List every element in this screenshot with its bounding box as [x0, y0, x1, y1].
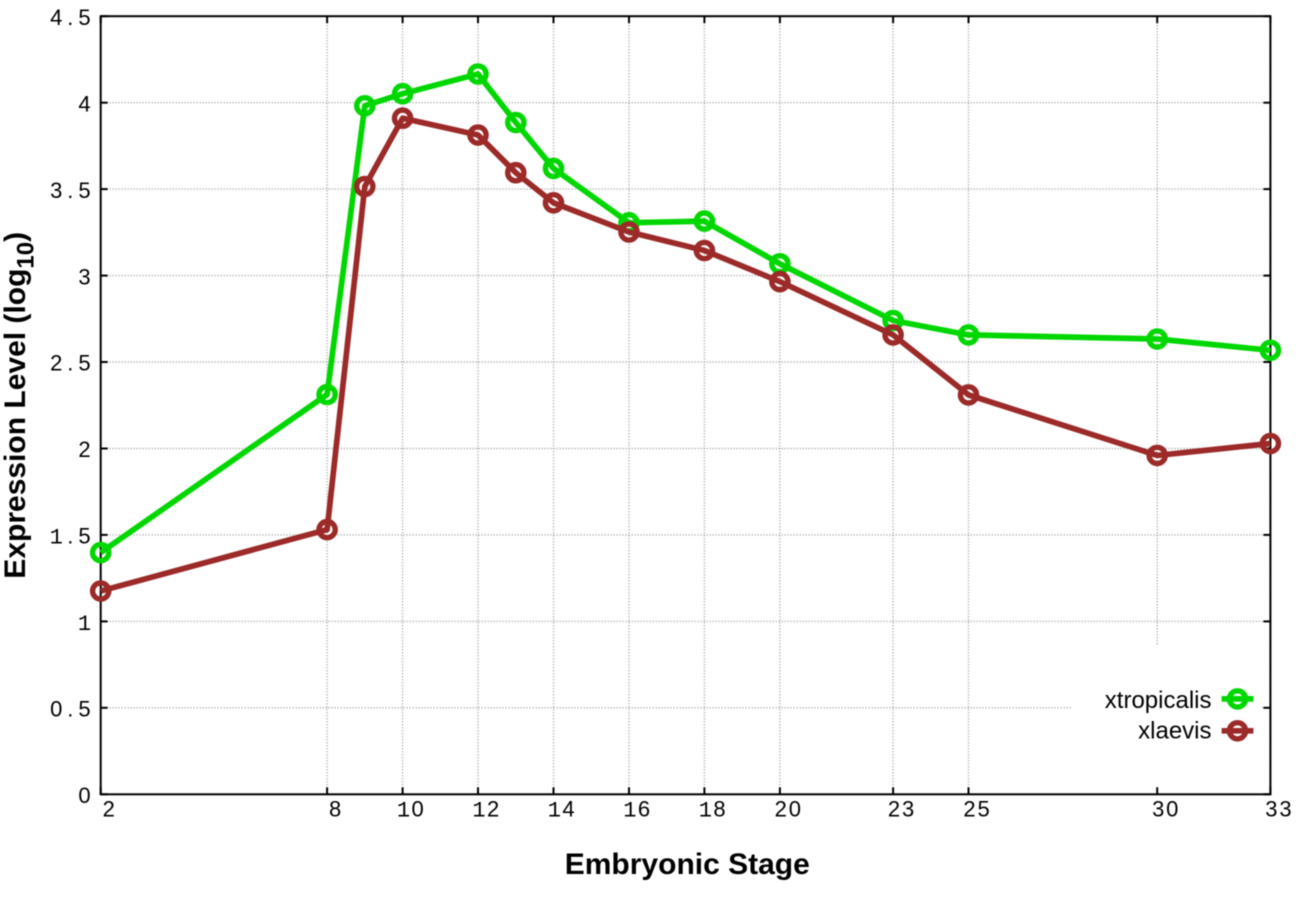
svg-text:.: .	[67, 697, 73, 722]
svg-text:2: 2	[78, 437, 90, 462]
svg-text:.: .	[67, 5, 73, 30]
svg-text:3: 3	[1152, 797, 1164, 822]
svg-text:1: 1	[623, 799, 636, 824]
svg-text:1: 1	[78, 612, 91, 637]
svg-text:5: 5	[78, 697, 90, 722]
svg-text:4: 4	[78, 91, 90, 116]
svg-text:2: 2	[487, 797, 499, 822]
svg-text:3: 3	[902, 797, 914, 822]
svg-text:5: 5	[78, 5, 90, 30]
svg-text:3: 3	[50, 178, 62, 203]
svg-text:0: 0	[789, 797, 801, 822]
svg-text:1: 1	[548, 799, 561, 824]
svg-text:5: 5	[78, 524, 90, 549]
svg-text:2: 2	[103, 797, 115, 822]
svg-text:5: 5	[78, 178, 90, 203]
svg-text:3: 3	[1279, 797, 1291, 822]
svg-text:5: 5	[977, 797, 989, 822]
svg-text:2: 2	[963, 797, 975, 822]
svg-text:8: 8	[713, 797, 725, 822]
svg-text:4: 4	[50, 5, 62, 30]
svg-text:1: 1	[50, 526, 63, 551]
svg-text:2: 2	[888, 797, 900, 822]
svg-text:2: 2	[50, 351, 62, 376]
svg-text:0: 0	[78, 783, 90, 808]
svg-text:Expression Level (log10): Expression Level (log10)	[0, 232, 39, 579]
svg-text:6: 6	[638, 797, 650, 822]
svg-text:1: 1	[472, 799, 485, 824]
svg-text:1: 1	[397, 799, 410, 824]
svg-text:5: 5	[78, 351, 90, 376]
svg-text:1: 1	[699, 799, 712, 824]
svg-text:.: .	[67, 351, 73, 376]
svg-text:3: 3	[78, 264, 90, 289]
svg-text:xlaevis: xlaevis	[1138, 718, 1211, 745]
svg-text:Embryonic Stage: Embryonic Stage	[565, 848, 810, 881]
svg-text:.: .	[67, 524, 73, 549]
svg-text:4: 4	[562, 797, 574, 822]
svg-text:xtropicalis: xtropicalis	[1105, 687, 1212, 714]
svg-text:0: 0	[411, 797, 423, 822]
svg-text:2: 2	[775, 797, 787, 822]
svg-text:0: 0	[1166, 797, 1178, 822]
svg-text:8: 8	[329, 797, 341, 822]
svg-text:.: .	[67, 178, 73, 203]
svg-text:3: 3	[1265, 797, 1277, 822]
svg-text:0: 0	[50, 697, 62, 722]
